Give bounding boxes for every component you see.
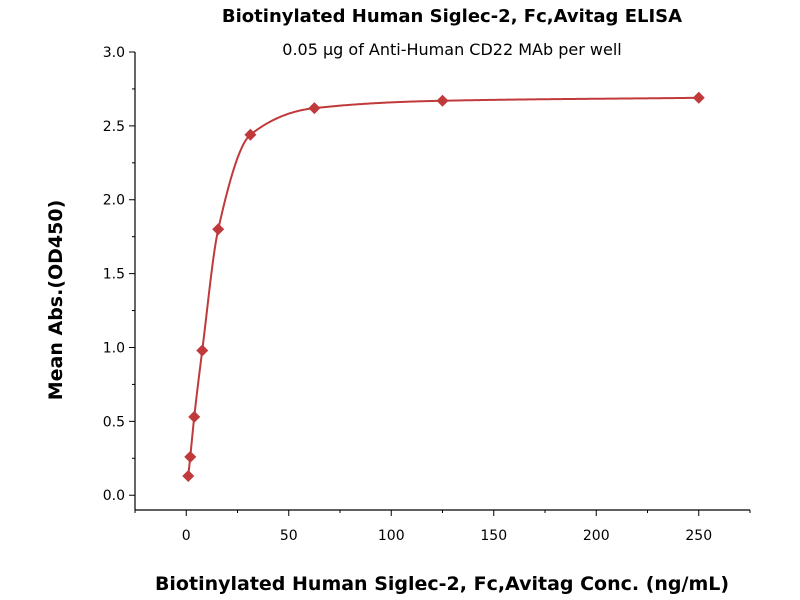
x-tick-label: 0 xyxy=(182,528,191,544)
x-axis-label: Biotinylated Human Siglec-2, Fc,Avitag C… xyxy=(155,573,729,595)
data-point xyxy=(182,470,195,483)
x-tick-label: 50 xyxy=(280,528,298,544)
chart-title: Biotinylated Human Siglec-2, Fc,Avitag E… xyxy=(222,6,682,27)
plot-area: 0.0 0.5 1.0 1.5 2.0 2.5 3.0 0 50 100 150 200 250 xyxy=(103,45,751,544)
data-point xyxy=(212,223,225,236)
fit-curve xyxy=(187,96,699,477)
chart-subtitle: 0.05 μg of Anti-Human CD22 MAb per well xyxy=(282,40,621,59)
y-tick-label: 1.0 xyxy=(103,340,125,356)
y-tick-label: 2.0 xyxy=(103,193,125,209)
y-axis-label: Mean Abs.(OD450) xyxy=(45,200,67,401)
y-tick-label: 0.5 xyxy=(103,414,125,430)
data-point xyxy=(196,344,209,357)
data-point xyxy=(184,450,197,463)
x-tick-label: 150 xyxy=(480,528,507,544)
data-point xyxy=(436,94,449,107)
x-tick-label: 100 xyxy=(378,528,405,544)
y-tick-label: 3.0 xyxy=(103,45,125,61)
data-point xyxy=(308,102,321,115)
y-tick-label: 1.5 xyxy=(103,267,125,283)
x-tick-label: 200 xyxy=(583,528,610,544)
y-tick-label: 2.5 xyxy=(103,119,125,135)
data-point xyxy=(692,91,705,104)
x-tick-label: 250 xyxy=(685,528,712,544)
y-tick-label: 0.0 xyxy=(103,488,125,504)
data-point xyxy=(188,410,201,423)
data-point xyxy=(244,128,257,141)
